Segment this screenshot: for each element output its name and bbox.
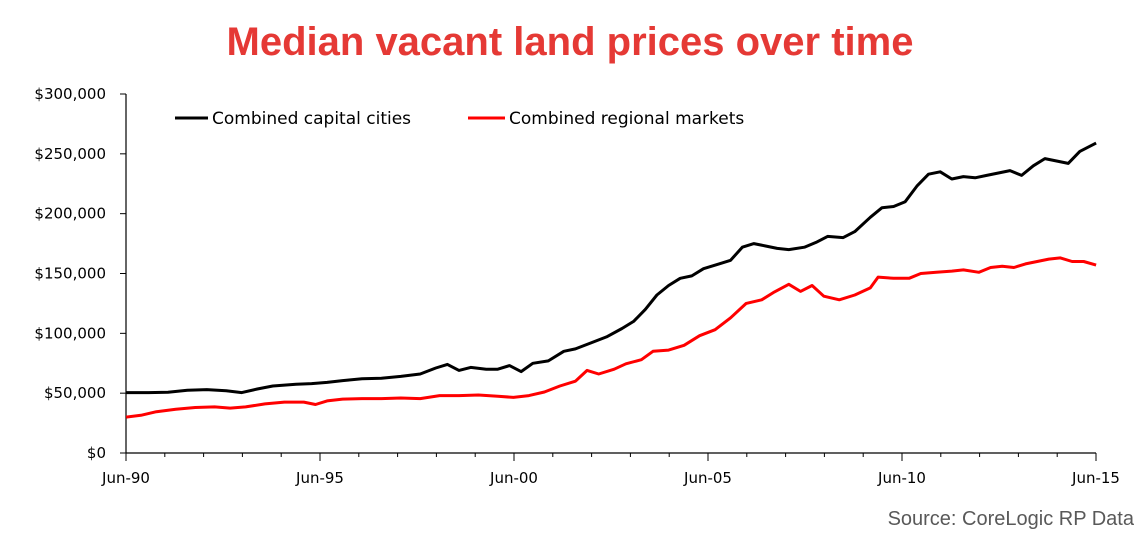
x-tick-label: Jun-10 <box>877 469 926 487</box>
y-tick-label: $0 <box>87 444 106 462</box>
y-axis: $0 $50,000 $100,000 $150,000 $200,000 $250,00… <box>34 85 127 462</box>
y-tick-label: $300,000 <box>34 85 106 103</box>
x-tick-label: Jun-05 <box>683 469 732 487</box>
y-tick-label: $50,000 <box>44 384 106 402</box>
y-tick-label: $250,000 <box>34 145 106 163</box>
legend: Combined capital cities Combined regional… <box>175 109 744 129</box>
chart-title: Median vacant land prices over time <box>226 20 914 64</box>
x-tick-label: Jun-15 <box>1071 469 1120 487</box>
y-tick-label: $100,000 <box>34 324 106 342</box>
x-axis: Jun-90 Jun-95 Jun-00 Jun-05 Jun-10 Jun-15 <box>101 452 1120 487</box>
x-tick-label: Jun-00 <box>489 469 538 487</box>
series-line-regional-markets <box>125 256 1097 419</box>
series-line-capital-cities <box>126 141 1097 395</box>
legend-label: Combined regional markets <box>509 109 744 129</box>
x-tick-label: Jun-90 <box>101 469 150 487</box>
y-tick-label: $150,000 <box>34 265 106 283</box>
series-layer <box>125 141 1097 419</box>
x-tick-label: Jun-95 <box>295 469 344 487</box>
source-note: Source: CoreLogic RP Data <box>887 508 1134 530</box>
y-tick-label: $200,000 <box>34 205 106 223</box>
legend-label: Combined capital cities <box>212 109 411 129</box>
